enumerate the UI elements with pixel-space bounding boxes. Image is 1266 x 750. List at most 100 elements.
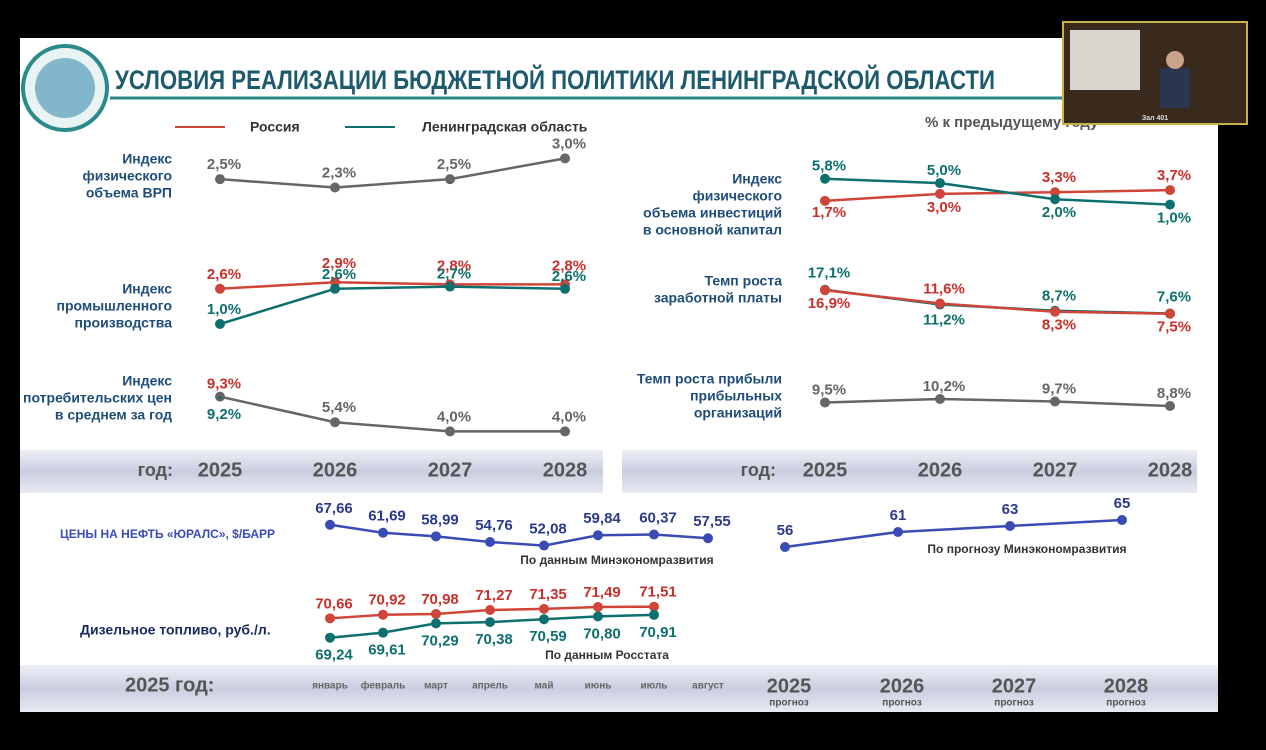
value-label: 7,6% (1157, 288, 1191, 305)
series-line (784, 518, 1123, 549)
point (593, 611, 603, 622)
value-label: 9,5% (812, 381, 846, 398)
value-label: 16,9% (808, 295, 851, 312)
point (325, 632, 335, 643)
point (703, 533, 713, 544)
value-label: 70,66 (315, 595, 353, 612)
value-label: 4,0% (552, 408, 586, 425)
source-note: По данным Росстата (545, 648, 669, 662)
month-label: май (535, 681, 554, 692)
value-label: 52,08 (529, 521, 567, 538)
value-label: 70,38 (475, 631, 513, 648)
chart-title: Индекс (122, 151, 172, 167)
value-label: 2,8% (437, 257, 471, 274)
value-label: 65 (1114, 495, 1131, 512)
point (649, 601, 659, 612)
point (560, 283, 570, 294)
value-label: 61,69 (368, 508, 406, 525)
year-label: 2026 (918, 459, 963, 481)
value-label: 2,8% (552, 257, 586, 274)
point (431, 618, 441, 629)
point (1050, 187, 1060, 198)
point (215, 283, 225, 294)
point (649, 609, 659, 620)
point (593, 530, 603, 541)
point (893, 527, 903, 537)
chart-title: Индекс (122, 373, 172, 389)
point (378, 627, 388, 638)
month-label: июнь (585, 681, 612, 692)
source-note: По прогнозу Минэкономразвития (927, 542, 1126, 556)
chart-title: Темп роста прибыли (637, 371, 782, 387)
value-label: 69,61 (368, 642, 406, 659)
logo-map (35, 58, 95, 118)
point (780, 542, 790, 552)
point (820, 195, 830, 206)
value-label: 2,5% (437, 156, 471, 173)
chart-title: физического (82, 168, 172, 184)
series-line (219, 157, 566, 189)
value-label: 5,0% (927, 162, 961, 179)
point (560, 426, 570, 437)
point (378, 527, 388, 538)
point (325, 613, 335, 624)
point (1005, 521, 1015, 531)
value-label: 60,37 (639, 509, 677, 526)
chart-title: производства (75, 315, 173, 331)
forecast-label: прогноз (994, 698, 1033, 709)
units-note: % к предыдущему году (925, 114, 1099, 131)
value-label: 2,3% (322, 164, 356, 181)
point (1165, 401, 1175, 411)
month-label: апрель (472, 681, 508, 692)
month-label: март (424, 681, 448, 692)
month-label: июль (641, 681, 668, 692)
value-label: 3,7% (1157, 167, 1191, 184)
video-speaker-head (1166, 51, 1184, 69)
chart-title: ЦЕНЫ НА НЕФТЬ «ЮРАЛС», $/БАРР (60, 527, 275, 541)
point (485, 536, 495, 547)
month-label: январь (312, 681, 348, 692)
point (445, 426, 455, 437)
point (325, 519, 335, 530)
point (378, 609, 388, 620)
point (560, 153, 570, 164)
value-label: 70,29 (421, 632, 459, 649)
year-label: 2027 (1033, 459, 1078, 481)
value-label: 11,6% (923, 280, 965, 297)
point (431, 531, 441, 542)
point (593, 601, 603, 612)
year-row-label: год: (138, 460, 173, 480)
point (485, 617, 495, 628)
forecast-year: 2028 (1104, 675, 1149, 697)
video-speaker (1160, 68, 1190, 108)
chart-title: объема инвестиций (643, 205, 782, 221)
value-label: 9,7% (1042, 380, 1076, 397)
value-label: 70,98 (421, 591, 459, 608)
year-label: 2025 (803, 459, 848, 481)
value-label: 71,49 (583, 584, 621, 601)
year-row-label: год: (741, 460, 776, 480)
value-label: 67,66 (315, 500, 353, 517)
series-line (219, 280, 565, 291)
forecast-label: прогноз (769, 698, 808, 709)
video-screen (1070, 30, 1140, 90)
value-label: 7,5% (1157, 319, 1191, 336)
series-line (219, 395, 565, 433)
legend-label: Ленинградская область (422, 119, 588, 135)
value-label: 70,59 (529, 628, 567, 645)
point (330, 283, 340, 294)
point (935, 188, 945, 199)
value-label: 70,92 (368, 592, 406, 609)
year-label: 2027 (428, 459, 473, 481)
value-label: 57,55 (693, 513, 731, 530)
value-label: 8,7% (1042, 288, 1076, 305)
chart-title: Дизельное топливо, руб./л. (80, 622, 271, 638)
forecast-year: 2025 (767, 675, 812, 697)
point (431, 608, 441, 619)
series-line (824, 177, 1171, 206)
point (1117, 515, 1127, 525)
value-label: 1,7% (812, 204, 846, 221)
point (218, 395, 222, 400)
value-label: 59,84 (583, 510, 621, 527)
value-label: 4,0% (437, 408, 471, 425)
